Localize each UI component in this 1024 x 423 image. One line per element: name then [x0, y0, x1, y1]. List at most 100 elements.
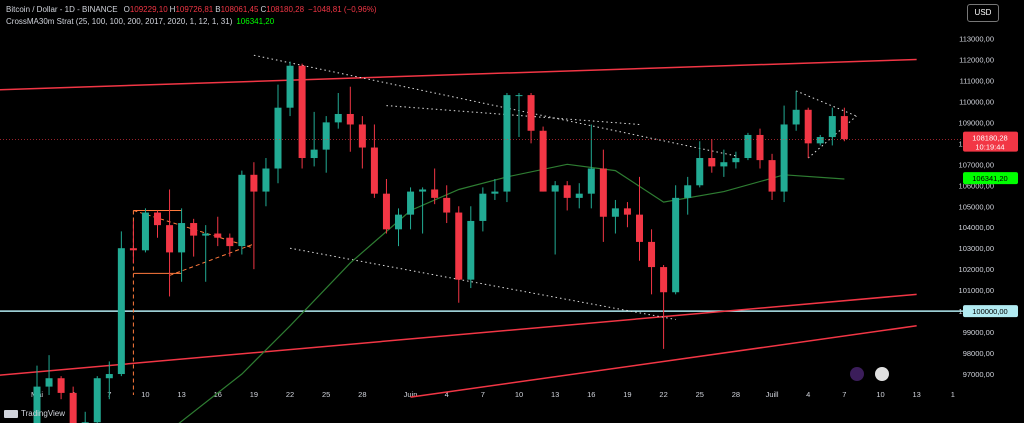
candle-body — [358, 124, 366, 148]
last-price-label: 108180,28 — [972, 134, 1007, 143]
y-tick-label: 102000,00 — [959, 265, 994, 274]
x-tick-label: 4 — [445, 390, 449, 399]
x-tick-label: 13 — [177, 390, 185, 399]
y-tick-label: 101000,00 — [959, 286, 994, 295]
candle-body — [636, 214, 643, 242]
y-tick-label: 106000,00 — [959, 181, 994, 190]
x-tick-label: 13 — [551, 390, 559, 399]
flag-icon[interactable] — [875, 367, 889, 381]
y-tick-label: 97000,00 — [963, 370, 994, 379]
tradingview-logo-icon — [4, 409, 18, 418]
indicator-name: CrossMA30m Strat (25, 100, 100, 200, 201… — [6, 17, 233, 26]
wedge-bottom-line — [289, 247, 676, 320]
currency-button[interactable]: USD — [967, 4, 999, 22]
lightning-icon[interactable] — [850, 367, 864, 381]
y-tick-label: 99000,00 — [963, 328, 994, 337]
candle-body — [587, 168, 595, 194]
candle-body — [431, 189, 439, 198]
candle-body — [57, 378, 65, 393]
candle-body — [551, 185, 559, 192]
y-tick-label: 105000,00 — [959, 202, 994, 211]
ohlc-value: 108061,45 — [220, 5, 259, 14]
branding-label: TradingView — [21, 409, 66, 418]
x-tick-label: 22 — [659, 390, 667, 399]
y-tick-label: 103000,00 — [959, 244, 994, 253]
channel-upper-line — [0, 58, 917, 91]
ohlc-value: 108180,28 — [266, 5, 305, 14]
candle-body — [828, 116, 836, 138]
candle-body — [744, 134, 752, 159]
ohlc-value: 109229,10 — [129, 5, 168, 14]
y-tick-label: 98000,00 — [963, 349, 994, 358]
x-tick-label: 10 — [141, 390, 149, 399]
x-tick-label: 25 — [322, 390, 330, 399]
candle-body — [117, 248, 125, 375]
price-change: −1048,81 (−0,96%) — [308, 5, 377, 14]
candle-body — [154, 212, 161, 226]
candle-body — [250, 174, 258, 192]
candle-body — [407, 191, 415, 215]
candle-body — [286, 65, 294, 108]
candle-body — [141, 212, 149, 251]
candle-body — [527, 95, 535, 131]
pennant-top-line — [795, 90, 857, 117]
x-tick-label: 13 — [912, 390, 920, 399]
y-tick-label: 110000,00 — [959, 97, 994, 106]
candle-body — [780, 124, 788, 192]
candle-body — [479, 193, 487, 221]
ohlc-value: 109726,81 — [175, 5, 214, 14]
y-tick-label: 113000,00 — [959, 34, 994, 43]
candle-body — [611, 208, 619, 217]
candle-body — [419, 189, 427, 192]
candle-body — [262, 168, 270, 192]
candle-body — [515, 95, 523, 97]
candle-body — [792, 109, 800, 125]
candle-body — [455, 212, 463, 280]
tradingview-logo[interactable]: TradingView — [4, 409, 65, 418]
ohlc-values: O109229,10 H109726,81 B108061,45 C108180,28 — [122, 4, 304, 16]
candle-body — [370, 147, 378, 194]
candle-body — [648, 241, 656, 268]
x-tick-label: 19 — [623, 390, 631, 399]
candle-body — [93, 378, 101, 423]
y-tick-label: 104000,00 — [959, 223, 994, 232]
candle-body — [69, 392, 77, 423]
candle-body — [45, 378, 53, 387]
candle-body — [214, 233, 222, 238]
candle-body — [503, 95, 511, 192]
x-tick-label: 28 — [358, 390, 366, 399]
x-tick-label: 1 — [951, 390, 955, 399]
candle-body — [840, 116, 848, 140]
candle-body — [33, 386, 41, 423]
y-tick-label: 111000,00 — [960, 76, 994, 85]
candle-body — [129, 248, 137, 251]
candle-body — [334, 113, 342, 123]
candle-body — [226, 237, 234, 247]
candle-body — [274, 107, 282, 169]
candle-body — [190, 223, 198, 236]
candle-body — [599, 168, 607, 217]
y-tick-label: 112000,00 — [959, 55, 994, 64]
chart-header: Bitcoin / Dollar - 1D - BINANCE O109229,… — [6, 4, 377, 28]
wedge-top-line — [253, 54, 737, 157]
x-tick-label: 7 — [481, 390, 485, 399]
x-tick-label: 7 — [842, 390, 846, 399]
x-tick-label: Juin — [404, 390, 418, 399]
candle-body — [467, 220, 475, 280]
wedge-mid-line — [386, 105, 640, 125]
candle-body — [238, 174, 246, 247]
candle-body — [346, 113, 354, 125]
candle-body — [708, 158, 716, 167]
flag-lower-line — [169, 243, 255, 276]
candle-body — [684, 185, 692, 198]
candle-body — [756, 134, 764, 161]
x-tick-label: 10 — [515, 390, 523, 399]
ohlc-key: C — [260, 5, 267, 14]
support-tag — [963, 305, 1018, 318]
candle-body — [696, 158, 704, 186]
candle-body — [322, 122, 330, 150]
support-price-label: 100000,00 — [972, 307, 1007, 316]
candle-body — [105, 374, 113, 379]
